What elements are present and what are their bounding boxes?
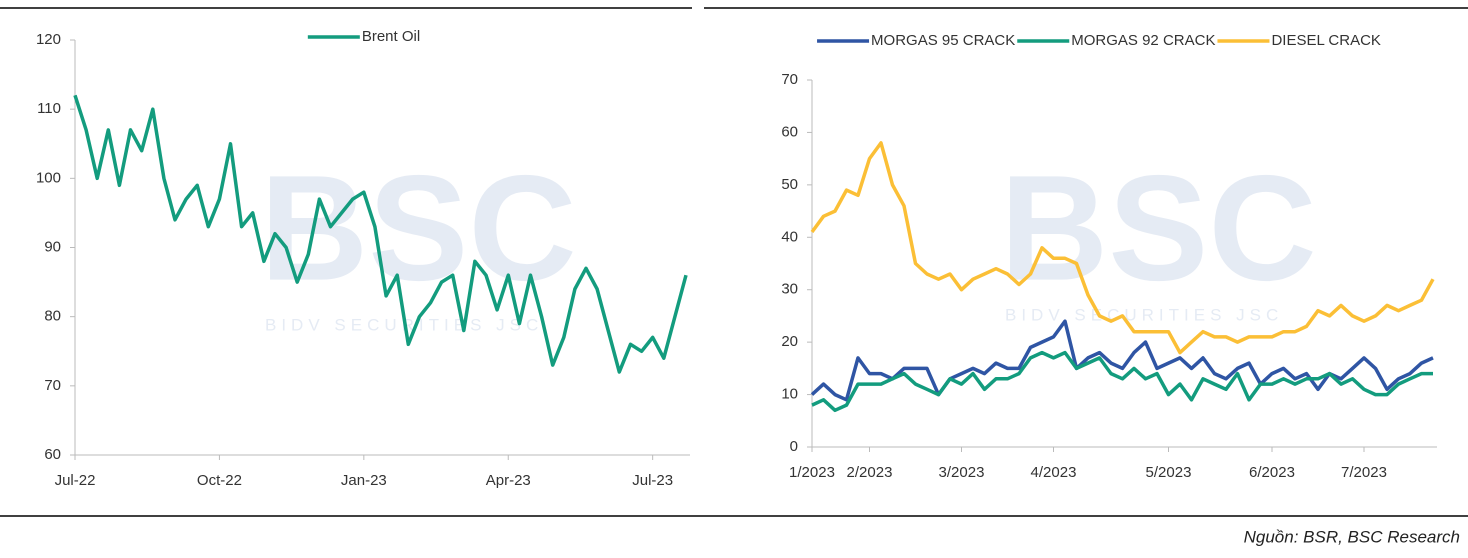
y-tick-label: 10: [781, 386, 798, 403]
y-tick-label: 80: [44, 308, 61, 325]
x-tick-label: Jan-23: [341, 472, 387, 489]
x-tick-label: Oct-22: [197, 472, 242, 489]
x-tick-label: 4/2023: [1031, 464, 1077, 481]
watermark: BSC BIDV SECURITIES JSC BSC BIDV SECURIT…: [260, 144, 1317, 335]
legend-label: MORGAS 92 CRACK: [1071, 32, 1215, 49]
x-tick-label: 3/2023: [939, 464, 985, 481]
x-tick-label: 1/2023: [789, 464, 835, 481]
y-tick-label: 60: [781, 123, 798, 140]
source: Nguồn: BSR, BSC Research: [1244, 527, 1460, 546]
watermark-tagline: BIDV SECURITIES JSC: [1005, 305, 1283, 324]
y-tick-label: 30: [781, 281, 798, 298]
y-tick-label: 90: [44, 238, 61, 255]
x-tick-label: Jul-23: [632, 472, 673, 489]
y-tick-label: 100: [36, 169, 61, 186]
y-tick-label: 70: [781, 71, 798, 88]
x-tick-label: Jul-22: [55, 472, 96, 489]
series-line: [73, 94, 688, 374]
series-line: [810, 141, 1435, 355]
series-line: [810, 319, 1434, 402]
y-tick-label: 50: [781, 176, 798, 193]
y-tick-label: 20: [781, 333, 798, 350]
series-line: [811, 350, 1433, 413]
y-tick-label: 40: [781, 228, 798, 245]
x-tick-label: 5/2023: [1146, 464, 1192, 481]
y-tick-label: 120: [36, 31, 61, 48]
y-tick-label: 60: [44, 446, 61, 463]
x-tick-label: Apr-23: [486, 472, 531, 489]
legend-label: Brent Oil: [362, 28, 420, 45]
y-tick-label: 70: [44, 377, 61, 394]
x-tick-label: 6/2023: [1249, 464, 1295, 481]
x-tick-label: 2/2023: [847, 464, 893, 481]
watermark-logo: BSC: [1000, 144, 1317, 312]
y-tick-label: 0: [790, 438, 798, 455]
legend-label: DIESEL CRACK: [1271, 32, 1380, 49]
watermark-tagline: BIDV SECURITIES JSC: [265, 315, 543, 334]
y-tick-label: 110: [37, 100, 61, 117]
legend-label: MORGAS 95 CRACK: [871, 32, 1015, 49]
x-tick-label: 7/2023: [1341, 464, 1387, 481]
